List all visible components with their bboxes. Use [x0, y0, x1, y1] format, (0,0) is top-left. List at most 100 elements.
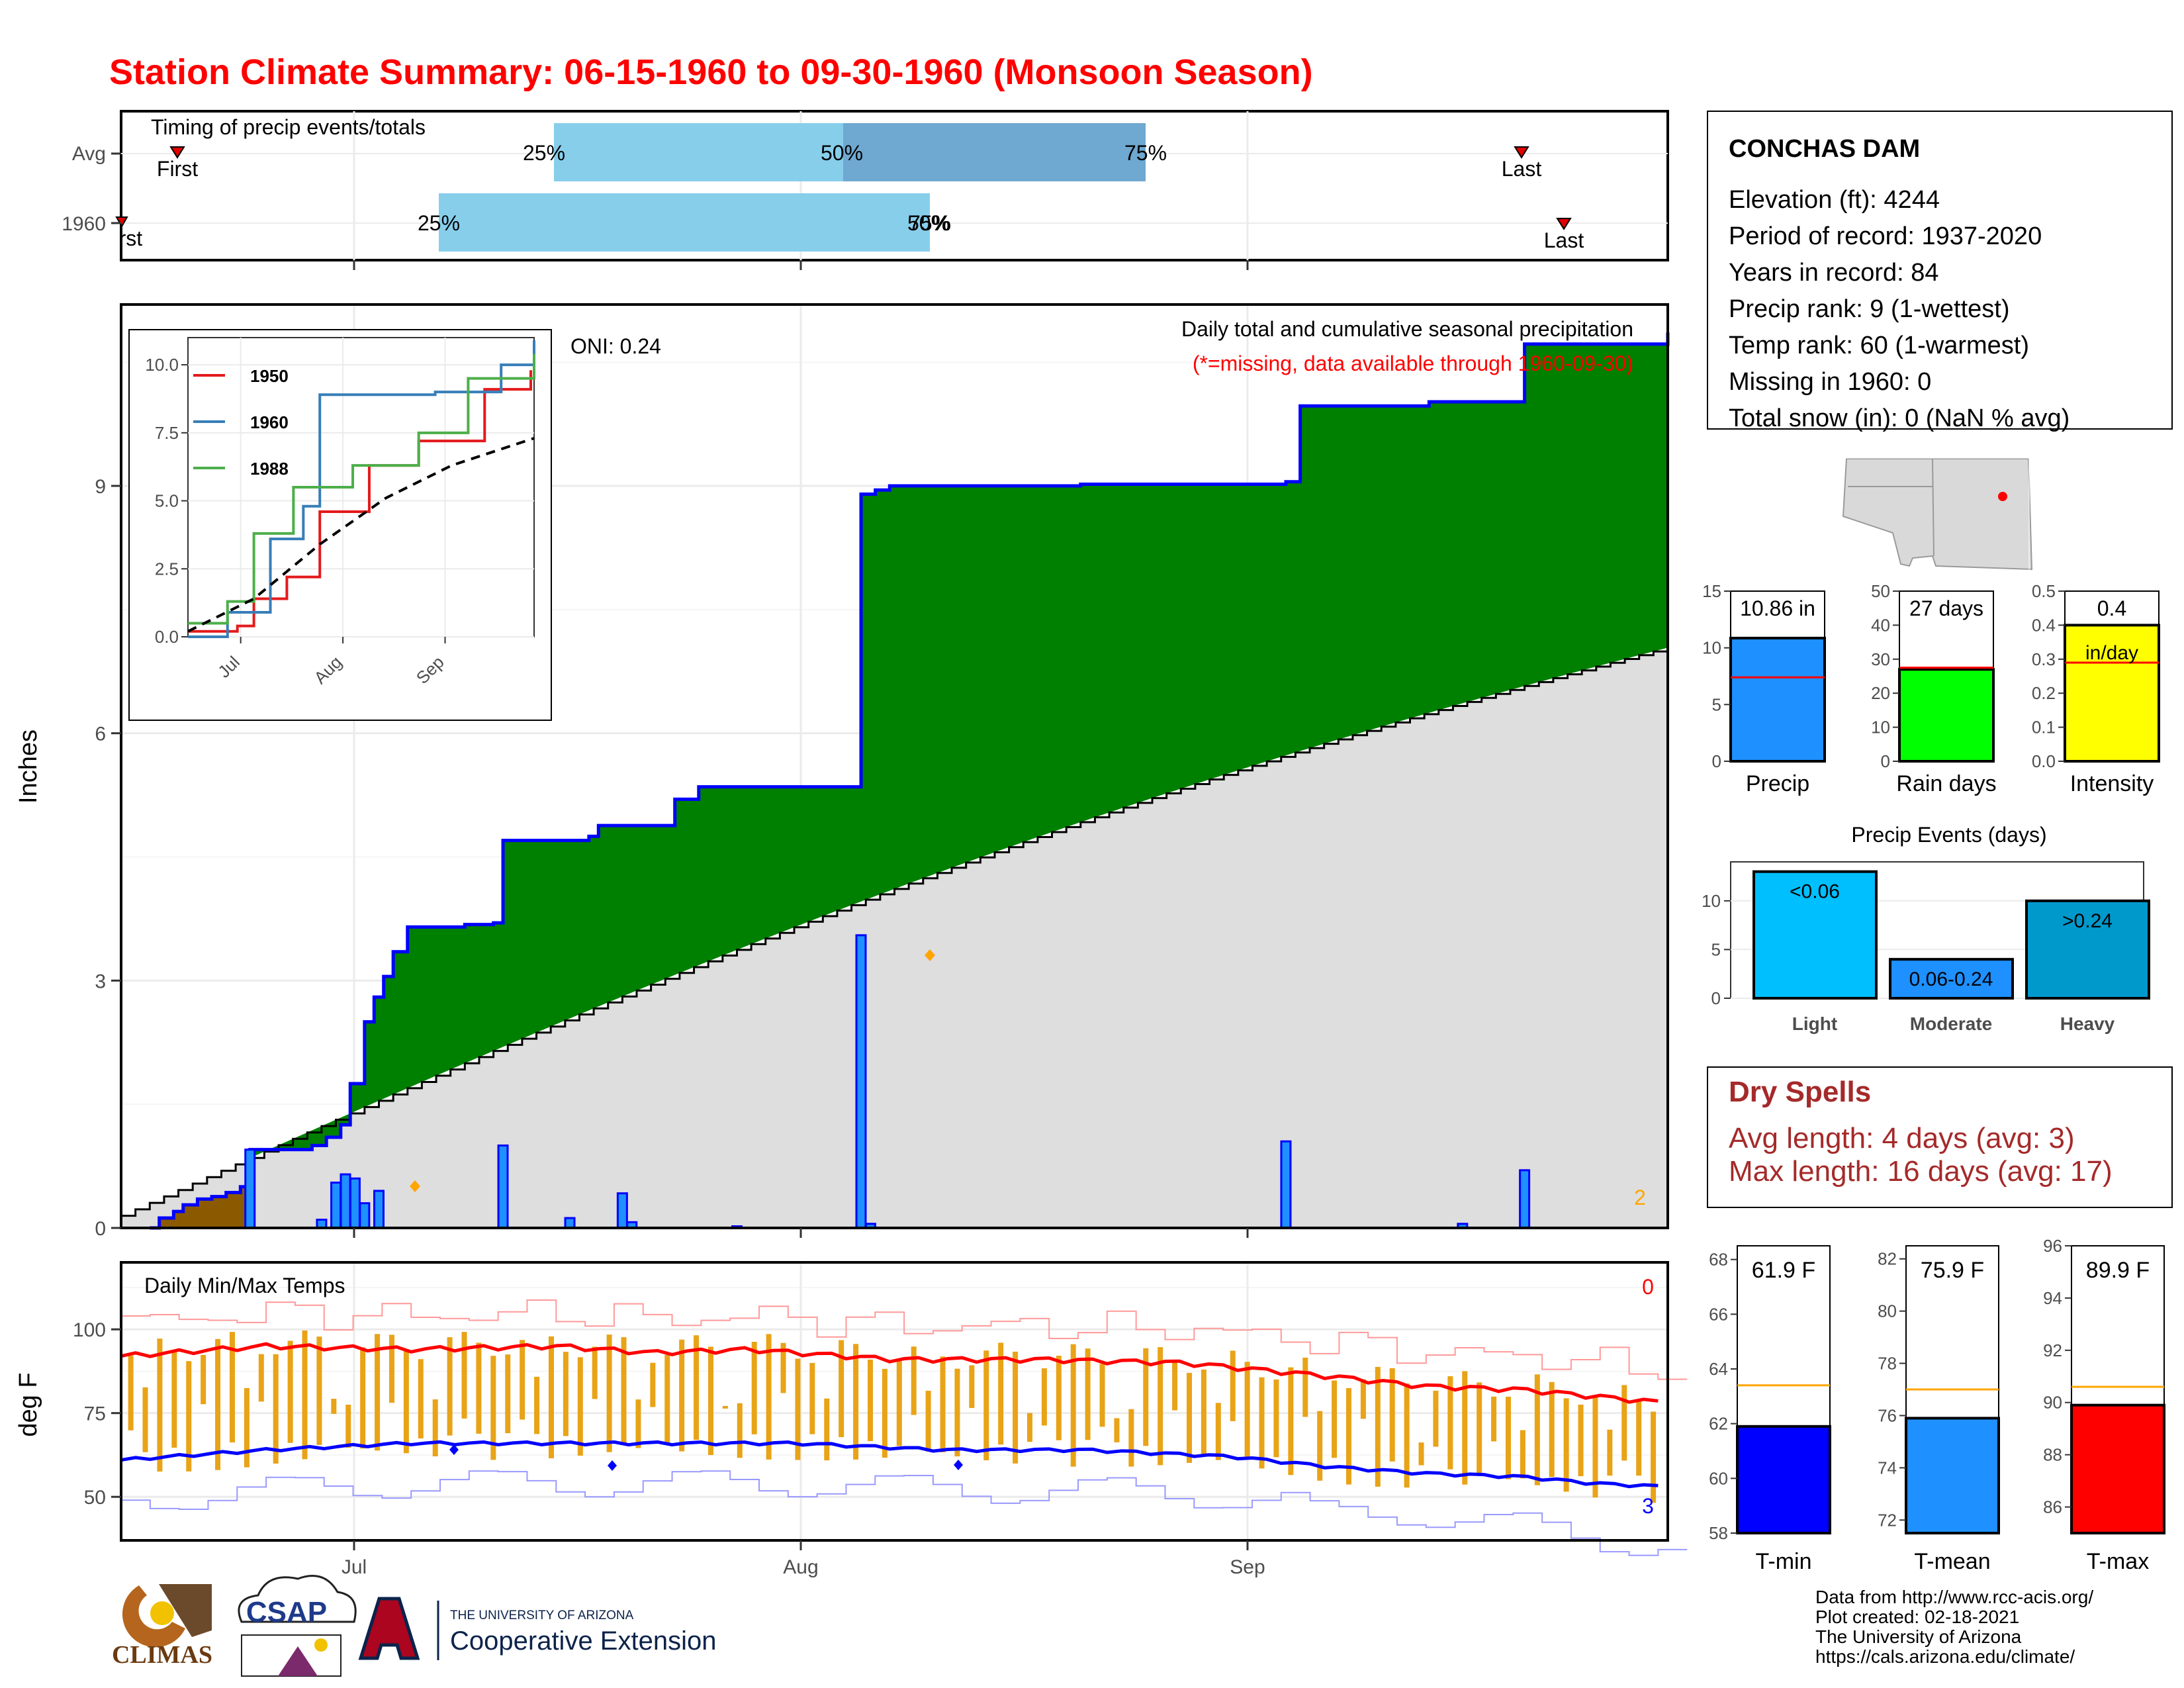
- temp-range-bar: [331, 1399, 337, 1414]
- temp-range-bar: [809, 1362, 815, 1434]
- summary-bar-tick-label: 30: [1871, 649, 1890, 669]
- map-states: [1842, 458, 2033, 571]
- temp-summary-tick-label: 72: [1878, 1510, 1897, 1530]
- credit-line-1: Data from http://www.rcc-acis.org/: [1815, 1587, 2093, 1607]
- temp-range-bar: [1578, 1404, 1584, 1477]
- temp-range-bar: [171, 1351, 177, 1448]
- temp-range-bar: [1013, 1351, 1019, 1464]
- summary-bar-value-text: 0.4: [2097, 596, 2126, 620]
- temp-range-bar: [1549, 1382, 1555, 1477]
- temp-range-bar: [911, 1346, 917, 1415]
- station-elevation: Elevation (ft): 4244: [1729, 186, 1940, 214]
- events-bar-light: [1752, 870, 1878, 1000]
- precip-ylabel: Inches: [15, 729, 42, 804]
- record-low-line: [121, 1470, 1688, 1556]
- temp-range-bar: [1259, 1377, 1265, 1469]
- summary-bar-value-text: 10.86 in: [1740, 596, 1815, 620]
- station-years: Years in record: 84: [1729, 259, 1939, 287]
- temp-range-bar: [201, 1354, 206, 1405]
- temp-range-bar: [520, 1340, 525, 1420]
- events-bars: 0 5 10 <0.06 Light 0.06-0.24 Moderate >0.24 Heav…: [1702, 870, 2150, 1034]
- timing-clip: First: [101, 226, 142, 250]
- average-cumulative-area: [121, 647, 1668, 1228]
- temp-range-bar: [1607, 1429, 1613, 1476]
- temp-range-bar: [1230, 1350, 1236, 1421]
- temp-range-bar: [737, 1403, 743, 1458]
- record-low-marker-2: [608, 1460, 617, 1471]
- daily-precip-bar: [1519, 1169, 1531, 1229]
- credit-line-2: Plot created: 02-18-2021: [1815, 1607, 2019, 1627]
- temp-range-bar: [954, 1368, 960, 1457]
- temp-range-bar: [824, 1398, 830, 1461]
- temp-range-bar: [229, 1332, 235, 1443]
- ua-small-text: THE UNIVERSITY OF ARIZONA: [450, 1609, 634, 1622]
- temp-range-bar: [998, 1342, 1004, 1445]
- temp-count-min: 3: [1642, 1494, 1654, 1518]
- temp-summary-tick-label: 82: [1878, 1249, 1897, 1269]
- temp-range-bar: [215, 1338, 221, 1470]
- dry-spells-avg: Avg length: 4 days (avg: 3): [1729, 1122, 2075, 1154]
- temp-range-bar: [1651, 1411, 1657, 1503]
- avg-first-marker: [169, 146, 185, 159]
- temperature-summary-charts: 61.9 F 58 60 62 64 66 68 T-min 75.9 F 72 74 76 78 80 8…: [1709, 1236, 2165, 1574]
- daily-precip-bar: [564, 1217, 576, 1229]
- summary-bar-value: [1729, 636, 1826, 763]
- temp-xtick-label: Aug: [783, 1556, 818, 1578]
- temp-range-bar: [258, 1354, 264, 1402]
- inset-series: [187, 340, 535, 638]
- temp-summary-tick-label: 76: [1878, 1405, 1897, 1425]
- summary-bar-tick-label: 0.1: [2032, 718, 2056, 737]
- precip-missing-note: (*=missing, data available through 1960-…: [1193, 352, 1633, 375]
- timing-label: Timing of precip events/totals: [151, 115, 426, 139]
- temp-range-bar: [316, 1336, 322, 1445]
- temp-range-bar: [983, 1350, 989, 1461]
- temp-range-bar: [577, 1357, 583, 1456]
- temp-summary-tick-label: 66: [1709, 1304, 1728, 1324]
- temp-range-bar: [1172, 1360, 1178, 1411]
- summary-bar-rain-days: 27 days 0 10 20 30 40 50 Rain days: [1871, 581, 1997, 796]
- avg-last-marker: [1514, 146, 1529, 159]
- temp-range-bar: [1534, 1374, 1540, 1485]
- daily-precip-bar: [497, 1144, 509, 1229]
- temp-range-bar: [867, 1359, 873, 1442]
- temp-range-bar: [707, 1346, 713, 1456]
- temp-count-max: 0: [1642, 1275, 1654, 1299]
- inset-series-1988: [188, 353, 535, 625]
- daily-precip-bar: [244, 1149, 256, 1229]
- temp-range-bar: [186, 1361, 192, 1472]
- precip-ytick-label: 6: [95, 724, 106, 745]
- inset-legend-label: 1960: [250, 412, 289, 432]
- temp-range-bar: [1128, 1409, 1134, 1467]
- temp-range-bar: [490, 1356, 496, 1460]
- max-daily-marker-2: [925, 949, 935, 961]
- daily-precip-bar: [1280, 1140, 1292, 1229]
- summary-bar-label: Rain days: [1896, 771, 1996, 796]
- temp-range-bar: [244, 1387, 250, 1468]
- daily-precip-bar: [340, 1173, 351, 1229]
- summary-bar-unit-text: in/day: [2085, 642, 2138, 664]
- average-min-line: [120, 1440, 1659, 1489]
- temp-range-bar: [1621, 1385, 1627, 1461]
- precip-events-chart: Precip Events (days) 0 5 10 <0.06 Light 0.06-…: [1702, 823, 2150, 1034]
- temp-range-bar: [621, 1337, 627, 1443]
- avg-last-text: Last: [1502, 157, 1542, 181]
- temp-range-bar: [302, 1330, 308, 1460]
- ua-block-a: [358, 1597, 420, 1660]
- temp-range-bar: [1433, 1390, 1439, 1447]
- station-name: CONCHAS DAM: [1729, 135, 1920, 163]
- temp-range-bar: [1375, 1366, 1381, 1487]
- temp-range-bar: [1158, 1347, 1163, 1466]
- events-bar-value: 0.06-0.24: [1909, 968, 1993, 990]
- y1960-q75-text: 75%: [909, 211, 951, 235]
- summary-bar-charts: 10.86 in 0 5 10 15 Precip 27 days 0 10 20 30 40 50 Ra…: [1702, 581, 2160, 796]
- temp-summary-value: [1736, 1425, 1831, 1535]
- timing-row-1960: 1960: [62, 213, 106, 235]
- temp-range-bar: [432, 1399, 438, 1457]
- temp-range-bar: [839, 1340, 844, 1437]
- y1960-first-text: First: [101, 226, 142, 250]
- temp-range-bar: [925, 1391, 931, 1452]
- temp-range-bar: [388, 1335, 394, 1403]
- avg-timing-bar-q25-q50: [554, 123, 843, 181]
- temp-range-bar: [853, 1344, 859, 1460]
- avg-q50-text: 50%: [821, 141, 863, 165]
